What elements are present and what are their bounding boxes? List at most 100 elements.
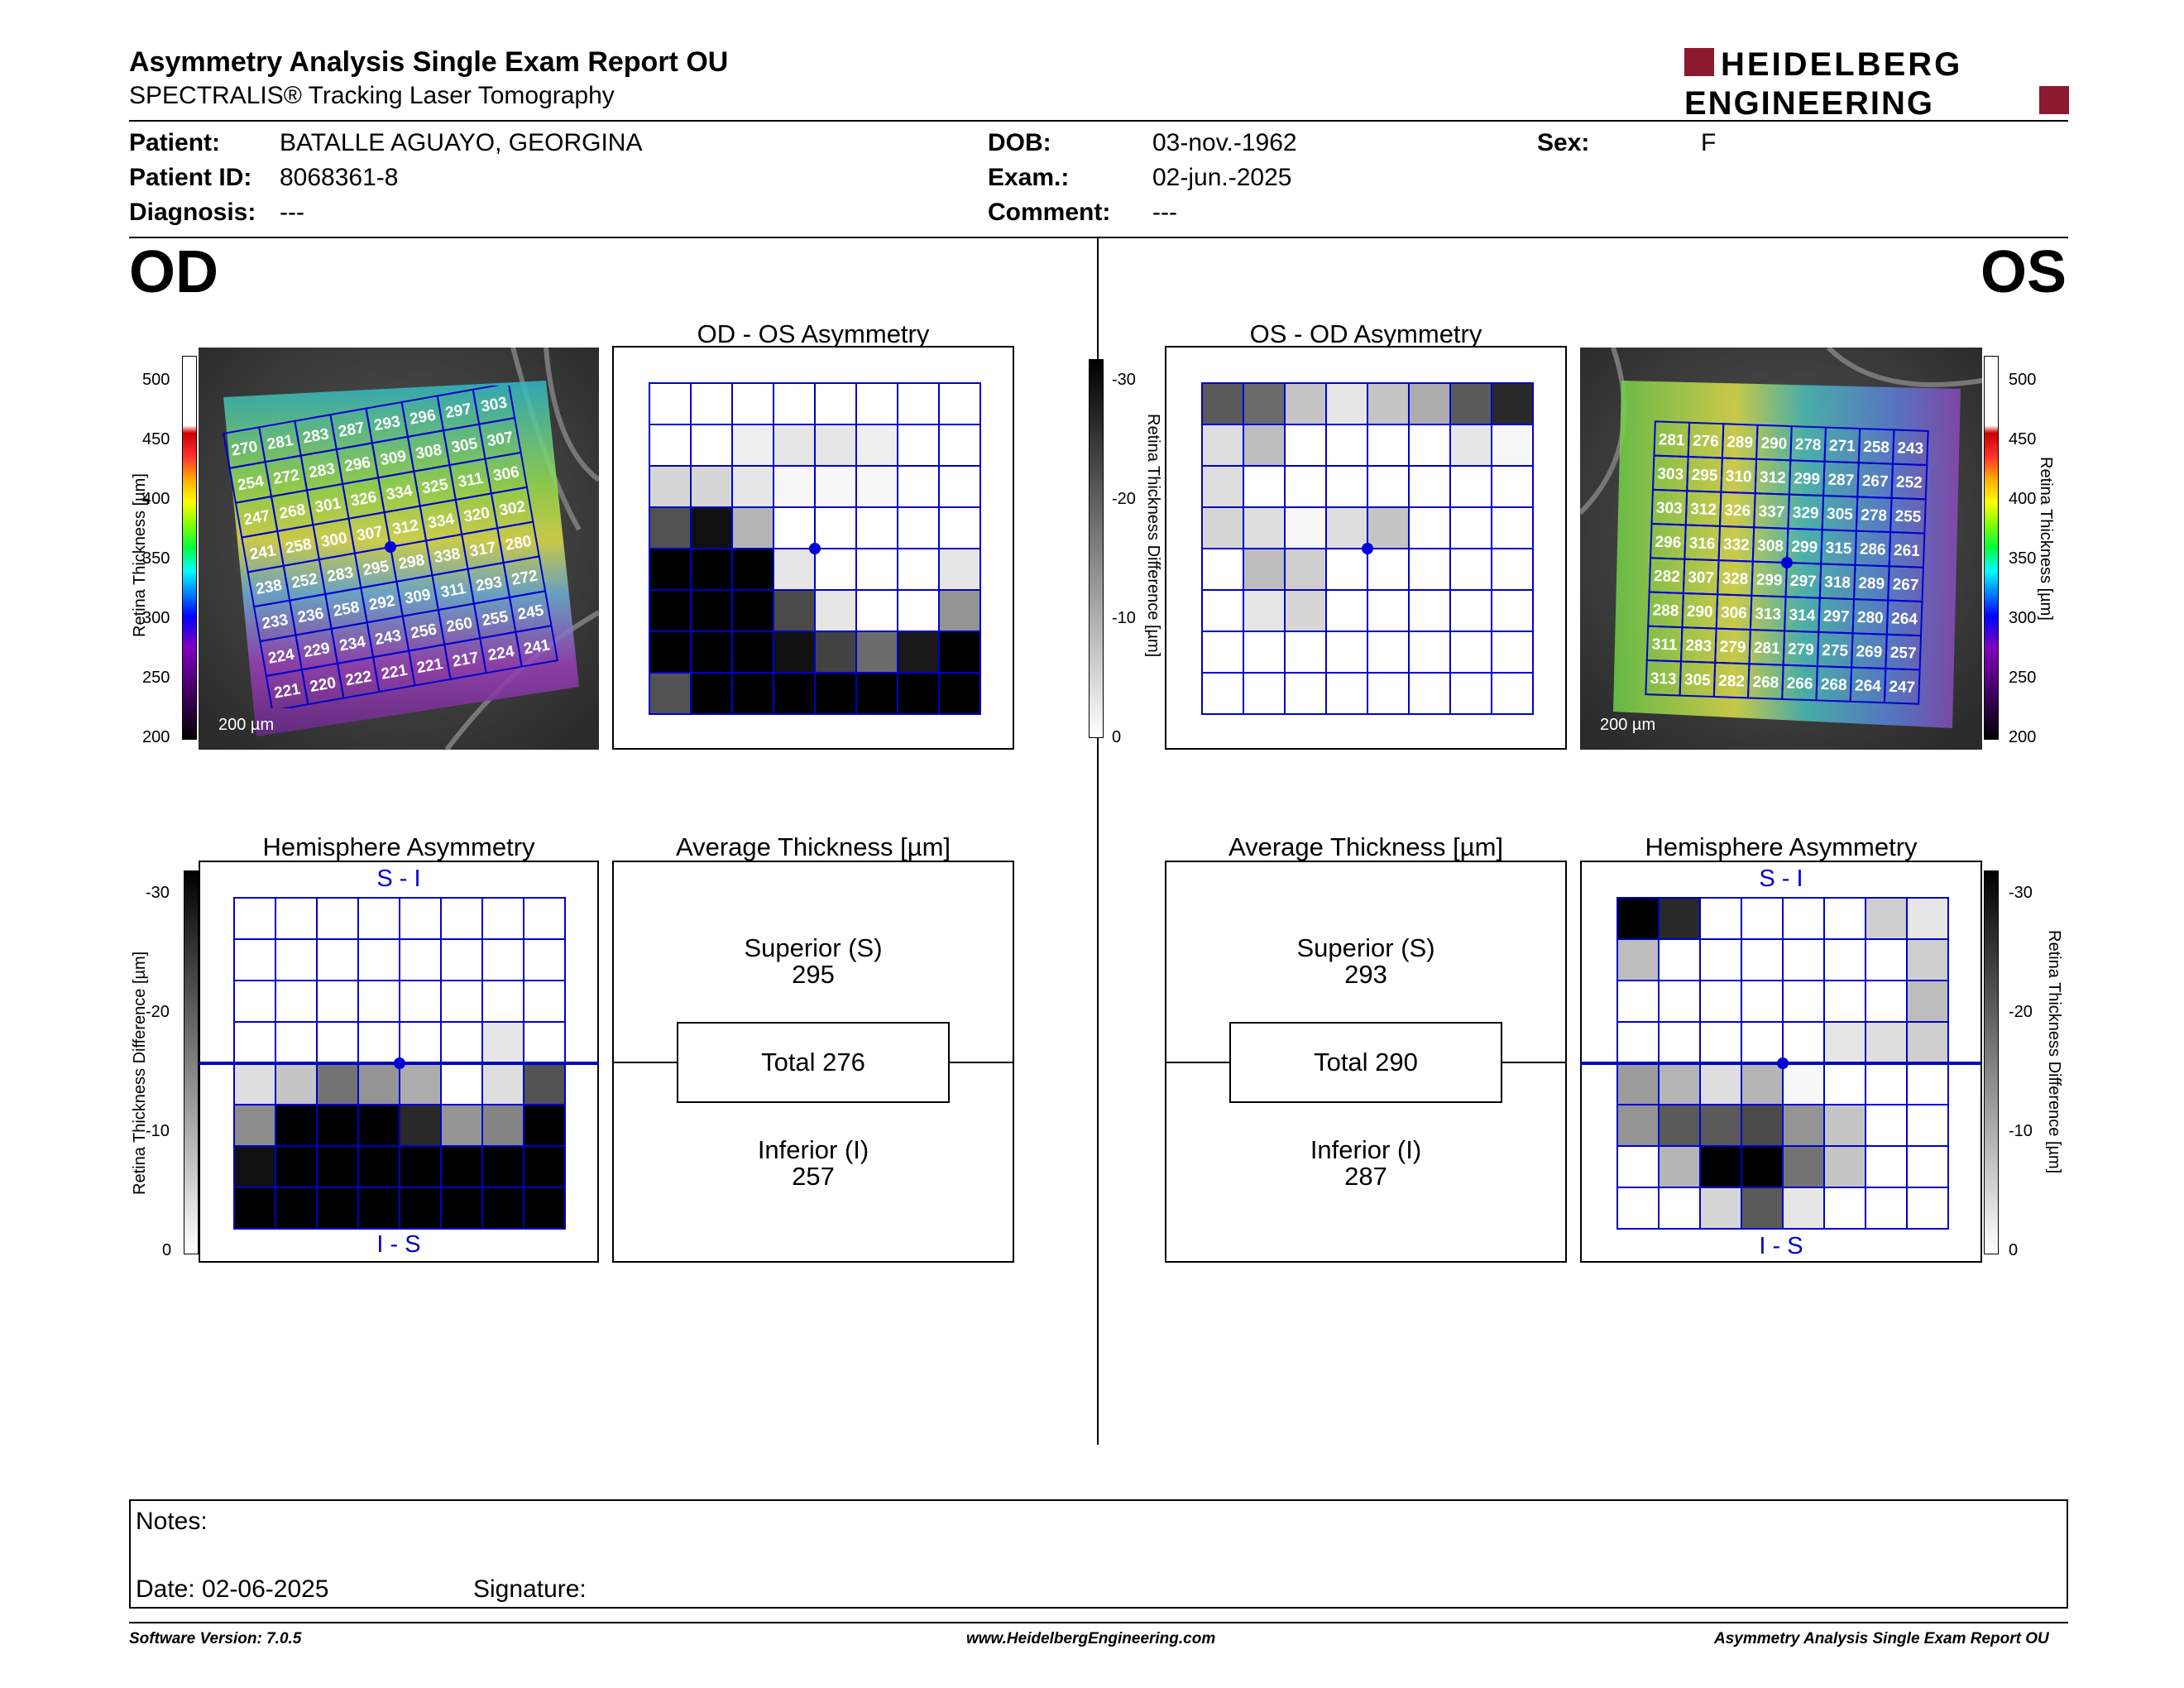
os-asym-cell-3-0 (1201, 506, 1244, 549)
od-fundus-image: 200 µm (199, 348, 599, 750)
os-hemi-cell-6-2 (1699, 1145, 1742, 1188)
od-hemi-cell-1-3 (357, 938, 400, 981)
os-thick-value-2-3: 337 (1758, 503, 1784, 521)
os-hemi-cell-3-1 (1658, 1021, 1701, 1064)
os-hemi-cell-7-6 (1865, 1187, 1908, 1230)
od-hemi-cell-0-6 (481, 897, 524, 940)
os-thick-value-6-1: 283 (1685, 637, 1712, 655)
mid-diff-label: Retina Thickness Difference [µm] (1144, 414, 1162, 658)
os-asym-cell-2-0 (1201, 465, 1244, 508)
os-thick-value-6-5: 275 (1822, 642, 1849, 660)
od-hemi-title: Hemisphere Asymmetry (262, 832, 535, 861)
od-hemi-midline (199, 1062, 599, 1065)
od-thick-value-1-4: 309 (379, 448, 408, 469)
od-asym-cell-0-4 (814, 382, 857, 425)
od-thick-value-4-5: 338 (433, 545, 462, 567)
od-os-diff-scale (1089, 359, 1104, 738)
logo-text-1: HEIDELBERG (1721, 46, 1962, 83)
os-hemi-cell-6-1 (1658, 1145, 1701, 1188)
os-hemi-cell-0-7 (1906, 897, 1949, 940)
os-thick-value-7-1: 305 (1684, 671, 1712, 689)
od-hemi-cell-5-3 (357, 1104, 400, 1147)
os-thick-value-5-5: 297 (1822, 607, 1849, 626)
os-asym-cell-7-5 (1408, 672, 1451, 715)
os-thick-value-3-4: 299 (1791, 539, 1818, 557)
od-thick-value-4-1: 252 (290, 570, 319, 592)
od-asym-cell-6-4 (814, 631, 857, 674)
od-hemi-cell-5-2 (316, 1104, 359, 1147)
os-thick-value-7-0: 313 (1650, 670, 1676, 688)
od-hemi-cell-5-6 (481, 1104, 524, 1147)
os-thick-value-3-3: 308 (1757, 537, 1784, 555)
os-thick-value-7-7: 247 (1889, 679, 1915, 697)
os-hemi-cell-7-5 (1823, 1187, 1866, 1230)
os-thick-value-5-2: 306 (1721, 604, 1747, 622)
od-asym-cell-2-2 (731, 465, 774, 508)
od-thick-value-0-3: 287 (337, 420, 366, 441)
od-hemi-cell-6-0 (233, 1145, 276, 1188)
os-asym-cell-7-7 (1491, 672, 1534, 715)
os-thickness-tick-300: 300 (2009, 609, 2037, 627)
od-hemi-cell-2-2 (316, 980, 359, 1023)
os-thick-value-0-7: 243 (1897, 439, 1923, 458)
od-thick-value-1-6: 305 (450, 435, 479, 457)
os-hemi-cell-3-5 (1823, 1021, 1866, 1064)
od-asym-title: OD - OS Asymmetry (697, 319, 930, 348)
os-asym-cell-1-7 (1491, 424, 1534, 467)
od-asym-cell-4-1 (690, 548, 733, 591)
os-hemi-bottom-label: I - S (1759, 1233, 1803, 1259)
patient-divider (129, 237, 2068, 238)
od-thick-value-3-4: 312 (391, 517, 420, 539)
os-hemi-cell-6-7 (1906, 1145, 1949, 1188)
os-asym-cell-7-2 (1284, 672, 1327, 715)
od-asym-cell-3-2 (731, 506, 774, 549)
os-hemi-cell-5-2 (1699, 1104, 1742, 1147)
od-thick-value-7-7: 241 (522, 636, 551, 658)
od-asym-cell-7-4 (814, 672, 857, 715)
od-asym-cell-4-3 (773, 548, 816, 591)
os-hemi-cell-4-7 (1906, 1062, 1949, 1105)
os-thickness-scale (1984, 356, 1999, 740)
os-hemi-tick-20: -20 (2009, 1003, 2033, 1021)
os-asym-panel (1165, 346, 1567, 750)
os-asym-cell-3-4 (1367, 506, 1410, 549)
os-hemi-cell-3-3 (1741, 1021, 1784, 1064)
os-asym-cell-4-2 (1284, 548, 1327, 591)
od-hemi-tick-20: -20 (146, 1003, 170, 1021)
od-thick-value-4-3: 295 (362, 558, 390, 579)
os-hemi-cell-1-0 (1616, 938, 1660, 981)
od-hemi-cell-2-4 (399, 980, 442, 1023)
os-hemi-cell-5-3 (1741, 1104, 1784, 1147)
od-thick-value-0-1: 281 (266, 432, 295, 453)
os-thick-value-0-5: 271 (1829, 437, 1856, 455)
od-asym-cell-5-7 (938, 589, 981, 632)
os-hemi-cell-5-1 (1658, 1104, 1701, 1147)
dob-value: 03-nov.-1962 (1152, 129, 1297, 156)
os-thick-value-1-2: 310 (1726, 468, 1752, 486)
os-total-box: Total 290 (1229, 1022, 1502, 1103)
od-asym-cell-1-4 (814, 424, 857, 467)
os-thick-value-0-1: 276 (1693, 433, 1719, 451)
os-inferior-label: Inferior (I) (1310, 1135, 1422, 1164)
od-asym-cell-0-3 (773, 382, 816, 425)
os-hemi-cell-1-4 (1782, 938, 1825, 981)
os-asym-cell-2-3 (1325, 465, 1368, 508)
os-asym-cell-1-1 (1243, 424, 1286, 467)
od-thick-value-7-3: 221 (380, 662, 409, 683)
os-asym-cell-7-6 (1449, 672, 1492, 715)
mid-tick-10: -10 (1112, 609, 1136, 627)
od-hemi-cell-0-3 (357, 897, 400, 940)
od-avg-title: Average Thickness [µm] (675, 832, 951, 861)
od-hemi-cell-5-7 (523, 1104, 566, 1147)
os-thick-value-4-4: 297 (1790, 573, 1817, 591)
od-asym-cell-5-1 (690, 589, 733, 632)
od-inferior-value: 257 (792, 1162, 835, 1191)
od-total-box: Total 276 (677, 1022, 950, 1103)
os-hemi-cell-2-4 (1782, 980, 1825, 1023)
report-subtitle: SPECTRALIS® Tracking Laser Tomography (129, 82, 615, 109)
os-asym-cell-3-1 (1243, 506, 1286, 549)
os-hemi-cell-7-1 (1658, 1187, 1701, 1230)
os-hemi-cell-4-5 (1823, 1062, 1866, 1105)
os-thick-value-4-2: 328 (1722, 570, 1748, 588)
os-avg-title: Average Thickness [µm] (1228, 832, 1504, 861)
